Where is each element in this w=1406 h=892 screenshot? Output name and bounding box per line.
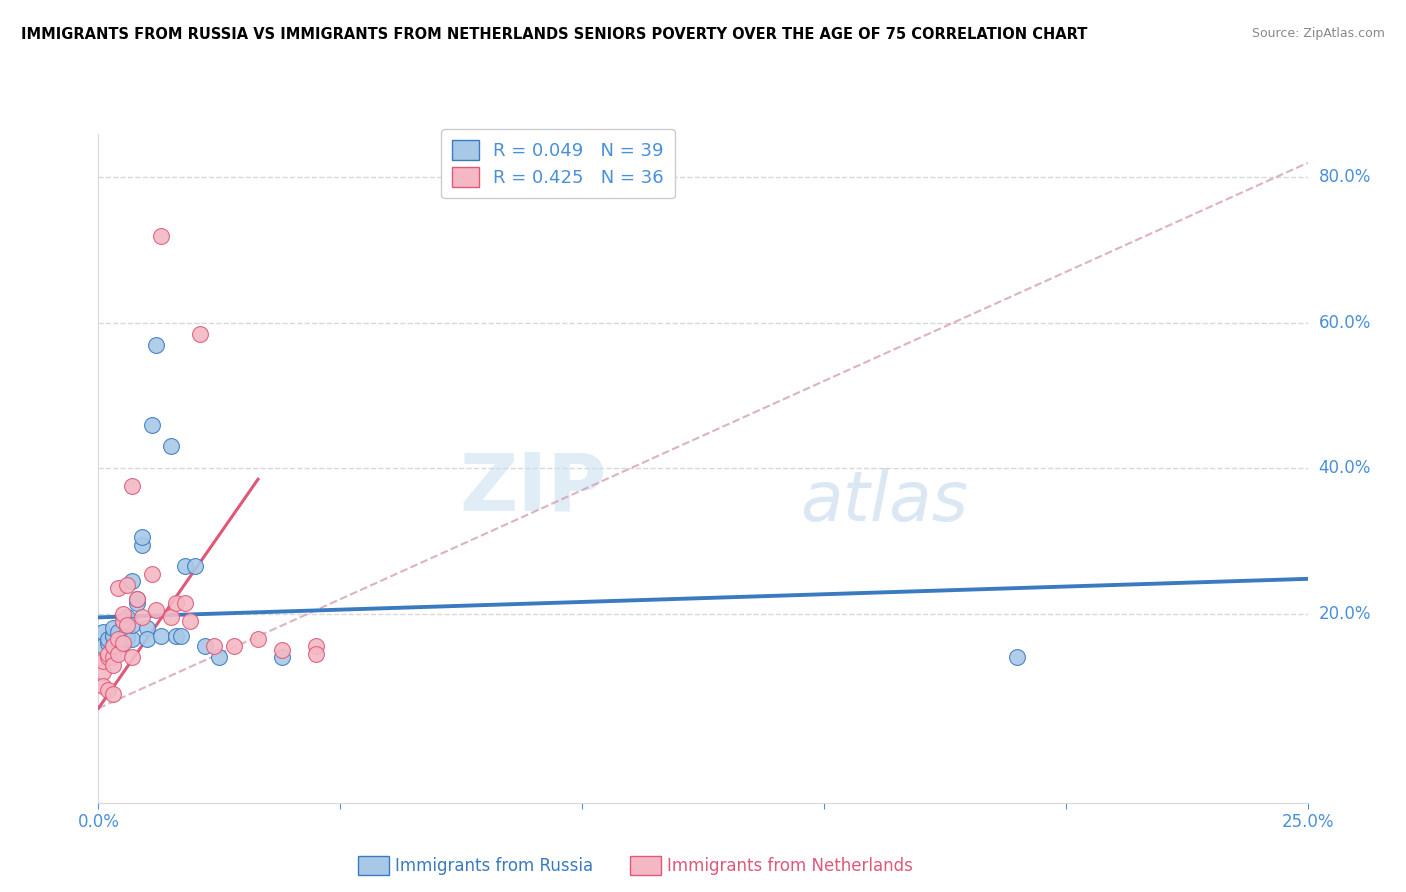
Point (111, 614, 134, 628)
Text: Immigrants from Netherlands: Immigrants from Netherlands (666, 856, 912, 875)
Point (222, 640, 245, 654)
Point (121, 479, 143, 493)
Point (305, 640, 328, 654)
Point (135, 632, 157, 647)
Point (121, 650, 143, 665)
Point (165, 596, 187, 610)
FancyBboxPatch shape (630, 856, 661, 875)
Point (97, 636, 120, 650)
Point (111, 607, 134, 621)
Point (107, 647, 129, 661)
Point (184, 559, 207, 574)
Point (174, 596, 197, 610)
Point (179, 614, 201, 628)
Text: 80.0%: 80.0% (1319, 169, 1371, 186)
Text: Source: ZipAtlas.com: Source: ZipAtlas.com (1251, 27, 1385, 40)
Text: 60.0%: 60.0% (1319, 314, 1371, 332)
Point (127, 592, 149, 607)
Point (208, 650, 231, 665)
Point (111, 636, 134, 650)
FancyBboxPatch shape (359, 856, 388, 875)
Point (127, 592, 149, 607)
Point (117, 577, 139, 591)
Point (91, 654, 114, 668)
Point (121, 617, 143, 632)
Text: atlas: atlas (800, 468, 967, 535)
Point (141, 417, 163, 432)
Point (160, 440, 183, 454)
Text: ZIP: ZIP (458, 450, 606, 527)
Point (101, 628, 124, 642)
Point (101, 687, 124, 701)
Point (107, 640, 129, 654)
Point (131, 530, 153, 544)
Point (101, 650, 124, 665)
Point (101, 657, 124, 672)
Point (91, 624, 114, 639)
Point (160, 610, 183, 624)
Point (141, 566, 163, 581)
Point (131, 610, 153, 624)
Point (204, 640, 226, 654)
Point (165, 628, 187, 642)
Point (117, 624, 139, 639)
Point (150, 228, 173, 243)
Point (91, 665, 114, 679)
Point (1007, 650, 1029, 665)
Point (91, 640, 114, 654)
Point (271, 643, 294, 657)
Point (97, 632, 120, 647)
Point (97, 650, 120, 665)
Point (107, 632, 129, 647)
Point (101, 640, 124, 654)
Point (121, 632, 143, 647)
Point (145, 337, 167, 351)
Text: 40.0%: 40.0% (1319, 459, 1371, 477)
Point (107, 624, 129, 639)
Point (145, 603, 167, 617)
Point (127, 596, 149, 610)
Point (174, 559, 197, 574)
Text: Immigrants from Russia: Immigrants from Russia (395, 856, 593, 875)
Point (305, 647, 328, 661)
Text: IMMIGRANTS FROM RUSSIA VS IMMIGRANTS FROM NETHERLANDS SENIORS POVERTY OVER THE A: IMMIGRANTS FROM RUSSIA VS IMMIGRANTS FRO… (21, 27, 1087, 42)
Point (135, 621, 157, 635)
Point (194, 640, 217, 654)
Point (101, 628, 124, 642)
Point (91, 680, 114, 694)
Point (117, 617, 139, 632)
Point (111, 614, 134, 628)
Point (121, 574, 143, 588)
Point (271, 650, 294, 665)
Point (117, 610, 139, 624)
Point (169, 628, 191, 642)
Text: 20.0%: 20.0% (1319, 605, 1371, 623)
Point (247, 632, 270, 647)
Point (101, 621, 124, 635)
Point (111, 632, 134, 647)
Point (111, 636, 134, 650)
Point (107, 582, 129, 596)
Point (150, 628, 173, 642)
Point (107, 640, 129, 654)
Point (101, 640, 124, 654)
Point (117, 632, 139, 647)
Point (188, 326, 211, 341)
Point (97, 683, 120, 698)
Point (117, 628, 139, 642)
Legend: R = 0.049   N = 39, R = 0.425   N = 36: R = 0.049 N = 39, R = 0.425 N = 36 (441, 129, 675, 198)
Point (131, 538, 153, 552)
Point (97, 647, 120, 661)
